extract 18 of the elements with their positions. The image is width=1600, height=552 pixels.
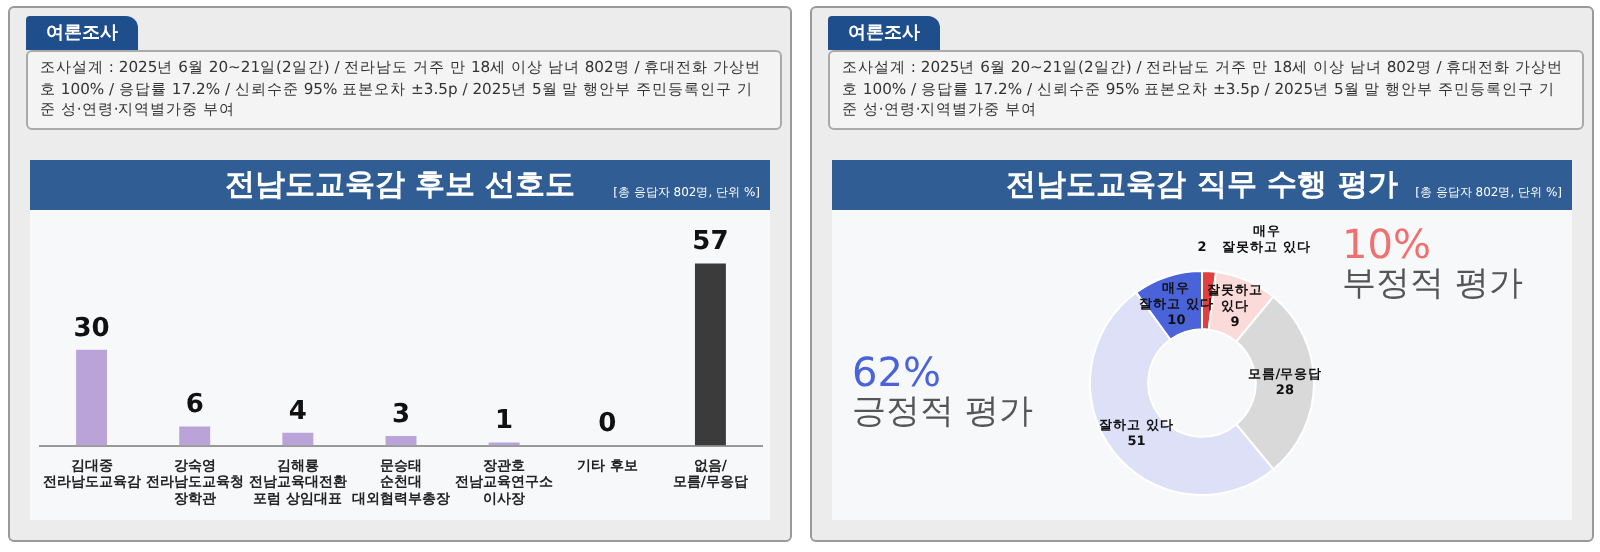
data-label: 6: [185, 390, 204, 421]
bar: [76, 349, 108, 446]
chart-title: 전남도교육감 후보 선호도: [224, 166, 576, 202]
chart-title: 전남도교육감 직무 수행 평가: [1006, 166, 1398, 202]
text: 62% 긍정적 평가: [852, 348, 1033, 432]
data-label: 4: [288, 396, 307, 427]
bar: [694, 263, 726, 446]
text: 여론조사: [828, 16, 940, 50]
data-label: 3: [391, 399, 411, 430]
bar: [179, 426, 211, 446]
data-label: 0: [598, 409, 617, 440]
data-label: 30: [73, 313, 110, 344]
text: 여론조사: [26, 16, 138, 50]
bar: [385, 436, 417, 446]
bar: [282, 432, 314, 446]
data-label: 57: [692, 227, 729, 258]
data-label: 1: [495, 406, 514, 437]
text: 10% 부정적 평가: [1342, 220, 1523, 304]
